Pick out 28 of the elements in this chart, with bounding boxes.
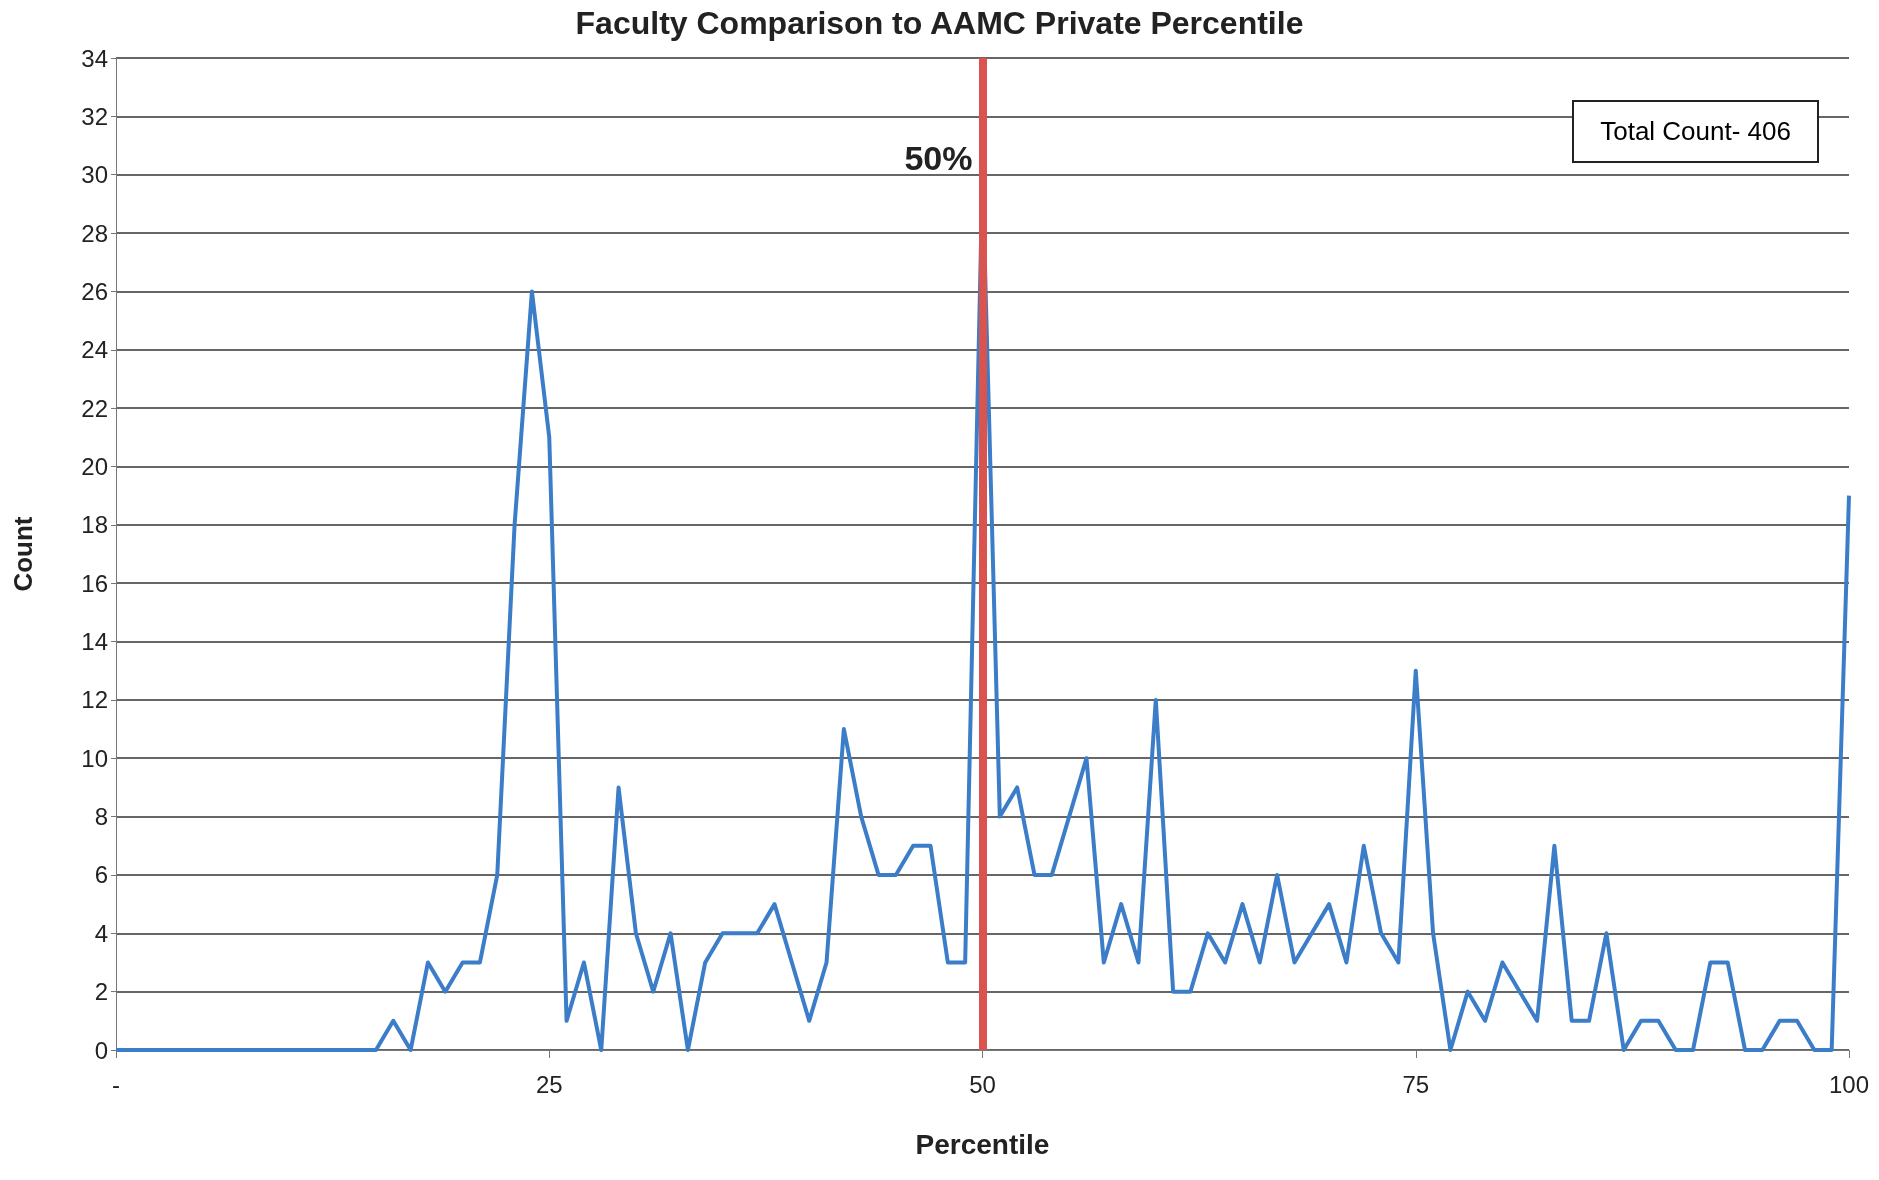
x-tick-label: 50 <box>969 1070 996 1098</box>
y-tick-label: 18 <box>81 511 108 539</box>
y-tick-label: 22 <box>81 394 108 422</box>
y-tick-label: 24 <box>81 336 108 364</box>
x-tick-label: 75 <box>1402 1070 1430 1098</box>
x-tick-label: - <box>112 1070 120 1098</box>
y-tick-label: 10 <box>81 744 108 772</box>
y-tick-label: 0 <box>94 1036 108 1064</box>
x-axis-title: Percentile <box>915 1128 1050 1160</box>
y-tick-label: 6 <box>94 861 108 889</box>
y-tick-label: 4 <box>94 919 108 947</box>
y-tick-label: 28 <box>81 219 108 247</box>
y-tick-label: 30 <box>81 161 108 189</box>
x-tick-label: 100 <box>1828 1070 1870 1098</box>
y-tick-label: 16 <box>81 569 108 597</box>
chart-title: Faculty Comparison to AAMC Private Percentile <box>575 5 1304 41</box>
y-tick-label: 12 <box>81 686 108 714</box>
annotation: Total Count- 406 <box>1572 100 1819 163</box>
y-tick-label: 26 <box>81 277 108 305</box>
y-tick-label: 32 <box>81 102 108 130</box>
y-tick-label: 20 <box>81 452 108 480</box>
y-axis-title: Count <box>8 516 38 592</box>
y-tick-label: 34 <box>81 44 108 72</box>
ref-line-label: 50% <box>904 139 973 177</box>
x-tick-label: 25 <box>535 1070 563 1098</box>
y-tick-label: 8 <box>94 803 108 831</box>
y-tick-label: 2 <box>94 978 108 1006</box>
y-tick-label: 14 <box>81 628 108 656</box>
